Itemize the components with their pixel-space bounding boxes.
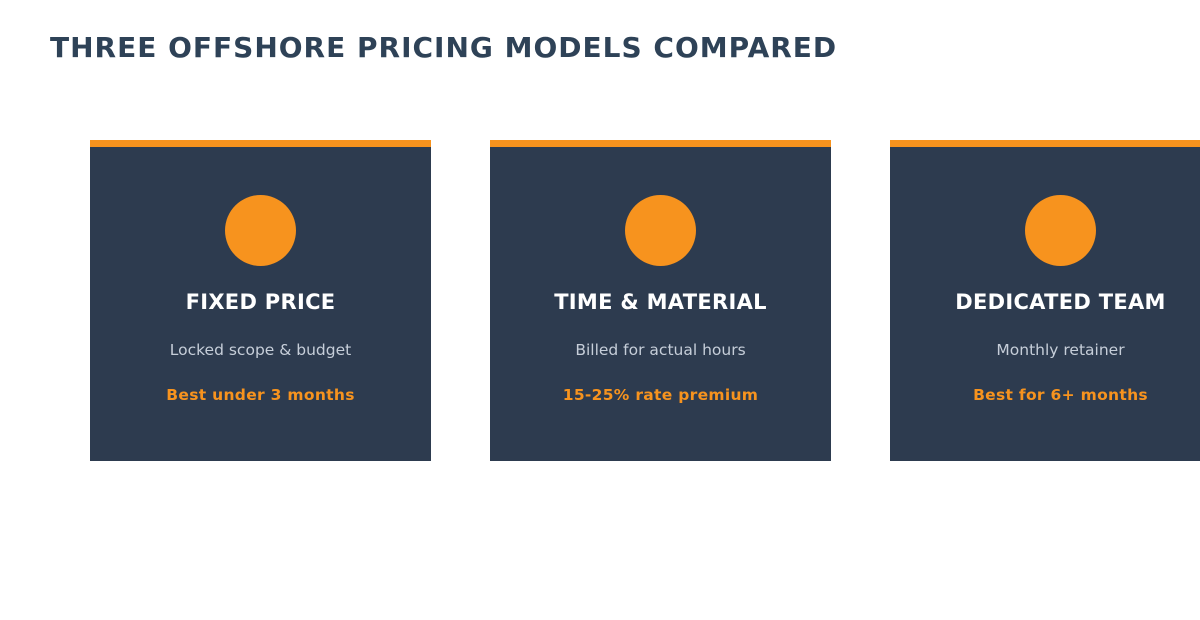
pricing-card-fixed-price: FIXED PRICE Locked scope & budget Best u… <box>90 140 431 461</box>
circle-icon <box>625 195 696 266</box>
card-description: Locked scope & budget <box>169 341 352 359</box>
card-title: TIME & MATERIAL <box>554 290 767 314</box>
circle-icon <box>225 195 296 266</box>
card-highlight: Best under 3 months <box>166 386 355 404</box>
pricing-card-dedicated-team: DEDICATED TEAM Monthly retainer Best for… <box>890 140 1200 461</box>
card-description: Billed for actual hours <box>575 341 746 359</box>
card-description: Monthly retainer <box>996 341 1125 359</box>
card-title: DEDICATED TEAM <box>955 290 1166 314</box>
circle-icon <box>1025 195 1096 266</box>
card-title: FIXED PRICE <box>185 290 336 314</box>
card-highlight: Best for 6+ months <box>973 386 1148 404</box>
pricing-card-time-material: TIME & MATERIAL Billed for actual hours … <box>490 140 831 461</box>
card-highlight: 15-25% rate premium <box>562 386 759 404</box>
page-title: THREE OFFSHORE PRICING MODELS COMPARED <box>50 31 838 64</box>
